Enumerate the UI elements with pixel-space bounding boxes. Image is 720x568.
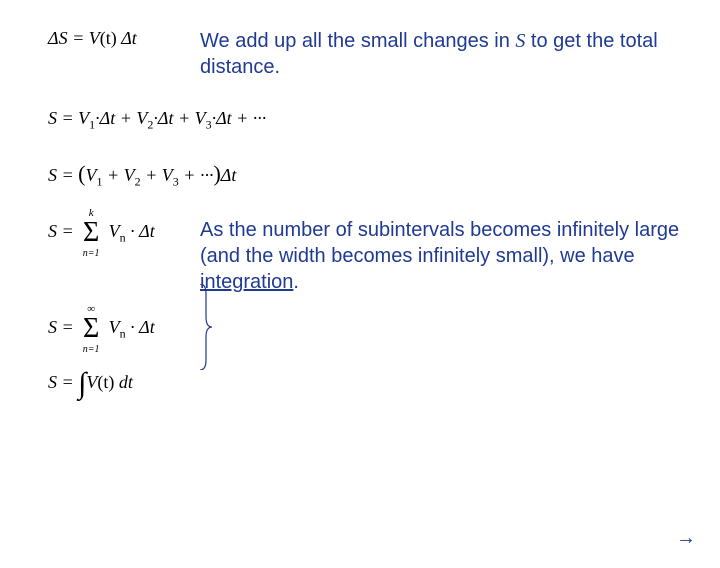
next-arrow-icon[interactable]: → bbox=[676, 527, 696, 550]
limit-text: As the number of subintervals becomes in… bbox=[200, 211, 720, 295]
sigma-inf: ∞Σn=1 bbox=[78, 315, 104, 343]
brace-icon bbox=[198, 284, 212, 370]
eq-ds-lhs: ΔS = V bbox=[48, 28, 100, 48]
equation-delta-s: ΔS = V(t) Δt bbox=[0, 28, 200, 49]
eq-ds-dt: Δt bbox=[117, 28, 137, 48]
eq-ds-paren: (t) bbox=[100, 28, 117, 48]
integration-word: integration bbox=[200, 271, 293, 293]
limit-line: As the number of subintervals becomes in… bbox=[200, 219, 679, 267]
intro-before: We add up all the small changes in bbox=[200, 30, 515, 52]
intro-text: We add up all the small changes in S to … bbox=[200, 28, 720, 80]
equation-factored: S = (V1 + V2 + V3 + ···)Δt bbox=[0, 161, 236, 190]
sigma-k: kΣn=1 bbox=[78, 219, 104, 247]
equation-sigma-k: S = kΣn=1 Vn · Δt bbox=[0, 211, 200, 247]
equation-integral: S = ∫V(t) dt bbox=[0, 355, 200, 399]
equation-expanded: S = V1·Δt + V2·Δt + V3·Δt + ··· bbox=[0, 108, 266, 133]
intro-S: S bbox=[515, 30, 525, 52]
equation-sigma-inf: S = ∞Σn=1 Vn · Δt bbox=[0, 301, 200, 343]
limit-period: . bbox=[293, 271, 299, 293]
